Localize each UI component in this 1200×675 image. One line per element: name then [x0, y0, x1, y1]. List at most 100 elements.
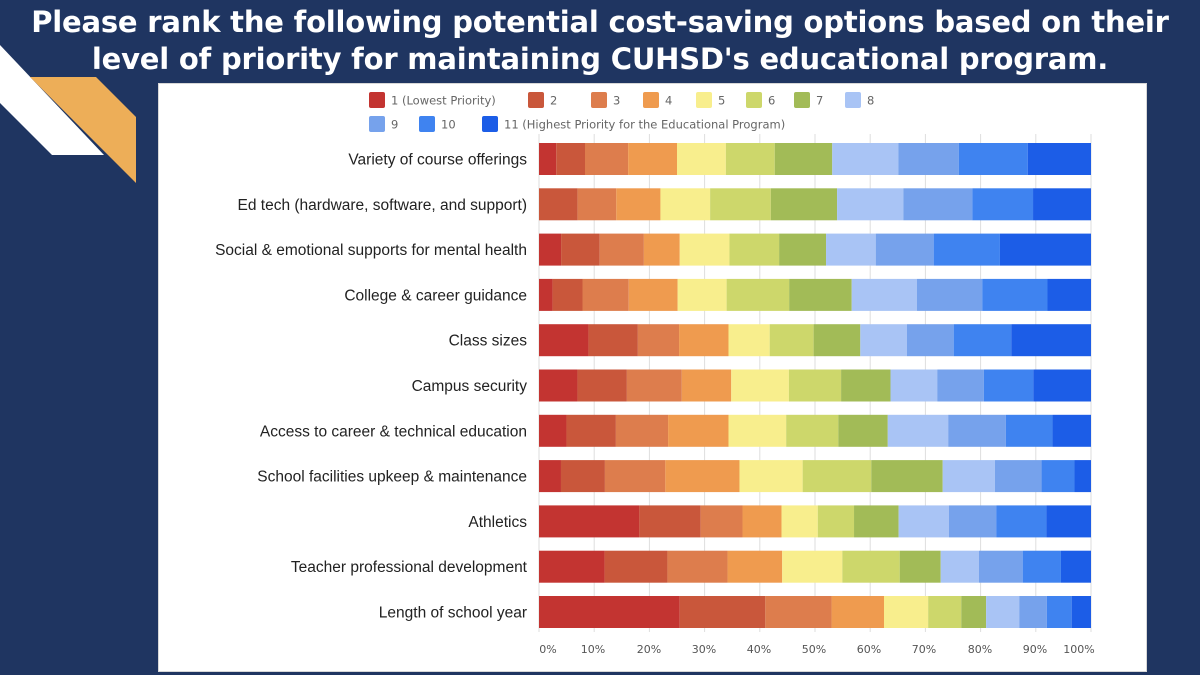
bar-segment: [539, 460, 561, 493]
bar-row: [539, 460, 1091, 493]
bar-row: [539, 324, 1091, 357]
bar-segment: [958, 143, 1028, 175]
bar-segment: [871, 460, 943, 493]
legend-item: 6: [746, 92, 775, 108]
bar-segment: [994, 460, 1042, 493]
category-label: Teacher professional development: [291, 559, 528, 576]
legend-label: 5: [718, 94, 725, 108]
bar-segment: [851, 278, 917, 311]
bar-segment: [725, 143, 775, 175]
bar-segment: [1046, 596, 1072, 628]
bar-segment: [639, 505, 701, 538]
bar-segment: [978, 550, 1023, 583]
bar-segment: [742, 505, 782, 538]
bar-segment: [1005, 414, 1053, 447]
bar-segment: [643, 233, 680, 266]
bar-segment: [961, 596, 987, 628]
legend-label: 1 (Lowest Priority): [391, 94, 496, 108]
bar-row: [539, 188, 1091, 221]
bar-segment: [837, 188, 904, 221]
bar-segment: [884, 596, 929, 628]
bar-segment: [556, 143, 585, 175]
legend-swatch: [746, 92, 762, 108]
bar-segment: [552, 278, 583, 311]
legend-item: 2: [528, 92, 557, 108]
bar-segment: [838, 414, 888, 447]
bar-segment: [1046, 505, 1091, 538]
bar-segment: [916, 278, 983, 311]
bar-segment: [817, 505, 855, 538]
bar-segment: [1019, 596, 1047, 628]
bar-segment: [899, 550, 941, 583]
bar-segment: [539, 278, 553, 311]
bar-segment: [770, 188, 838, 221]
bar-segment: [826, 233, 876, 266]
bar-segment: [679, 324, 729, 357]
bar-segment: [729, 233, 780, 266]
legend-label: 6: [768, 94, 775, 108]
x-tick-label: 50%: [802, 643, 826, 656]
bar-segment: [539, 414, 567, 447]
bar-segment: [890, 369, 938, 402]
legend-label: 8: [867, 94, 874, 108]
bar-segment: [710, 188, 771, 221]
bar-segment: [779, 233, 827, 266]
bar-segment: [781, 505, 818, 538]
category-label: College & career guidance: [344, 287, 527, 304]
bar-segment: [577, 188, 617, 221]
category-label: Ed tech (hardware, software, and support…: [238, 197, 527, 214]
bar-segment: [604, 550, 668, 583]
bar-segment: [628, 278, 678, 311]
legend-swatch: [419, 116, 435, 132]
category-label: Athletics: [468, 514, 527, 531]
x-tick-label: 100%: [1063, 643, 1094, 656]
legend-label: 3: [613, 94, 620, 108]
bar-segment: [996, 505, 1047, 538]
bar-segment: [972, 188, 1034, 221]
chart-panel: 1 (Lowest Priority) 2 3 4 5 6 7 8 9 10 11 (Highest…: [158, 83, 1147, 672]
bar-segment: [561, 233, 600, 266]
bar-segment: [832, 143, 899, 175]
legend-label: 4: [665, 94, 672, 108]
bar-segment: [588, 324, 638, 357]
bar-segment: [842, 550, 900, 583]
bar-segment: [1033, 369, 1091, 402]
category-label: Access to career & technical education: [260, 423, 527, 440]
bar-segment: [907, 324, 954, 357]
legend-item: 8: [845, 92, 874, 108]
bar-segment: [539, 233, 562, 266]
x-axis-ticks: 0% 10% 20% 30% 40% 50% 60% 70% 80% 90% 100%: [539, 643, 1094, 656]
bar-segment: [1011, 324, 1091, 357]
legend-swatch: [591, 92, 607, 108]
bar-segment: [1074, 460, 1091, 493]
decorative-chevron: [0, 45, 136, 183]
bar-segment: [875, 233, 934, 266]
bar-segment: [933, 233, 1000, 266]
bar-segment: [1041, 460, 1075, 493]
bar-segment: [1033, 188, 1091, 221]
bar-segment: [1022, 550, 1061, 583]
bar-segment: [560, 460, 605, 493]
bar-segment: [599, 233, 644, 266]
chevron-white-stripe: [0, 45, 104, 155]
bars: [539, 143, 1091, 628]
legend-item: 3: [591, 92, 620, 108]
bar-segment: [903, 188, 973, 221]
bar-segment: [731, 369, 789, 402]
legend-item: 11 (Highest Priority for the Educational…: [482, 116, 785, 132]
bar-row: [539, 143, 1091, 175]
x-tick-label: 10%: [581, 643, 605, 656]
legend-item: 5: [696, 92, 725, 108]
bar-segment: [665, 460, 740, 493]
chevron-gold-stripe: [30, 77, 136, 183]
bar-segment: [539, 188, 578, 221]
bar-segment: [667, 550, 728, 583]
bar-segment: [942, 460, 995, 493]
bar-segment: [1027, 143, 1091, 175]
legend-swatch: [528, 92, 544, 108]
bar-segment: [727, 550, 783, 583]
bar-segment: [831, 596, 884, 628]
x-tick-label: 0%: [539, 643, 556, 656]
bar-segment: [999, 233, 1091, 266]
bar-segment: [782, 550, 843, 583]
